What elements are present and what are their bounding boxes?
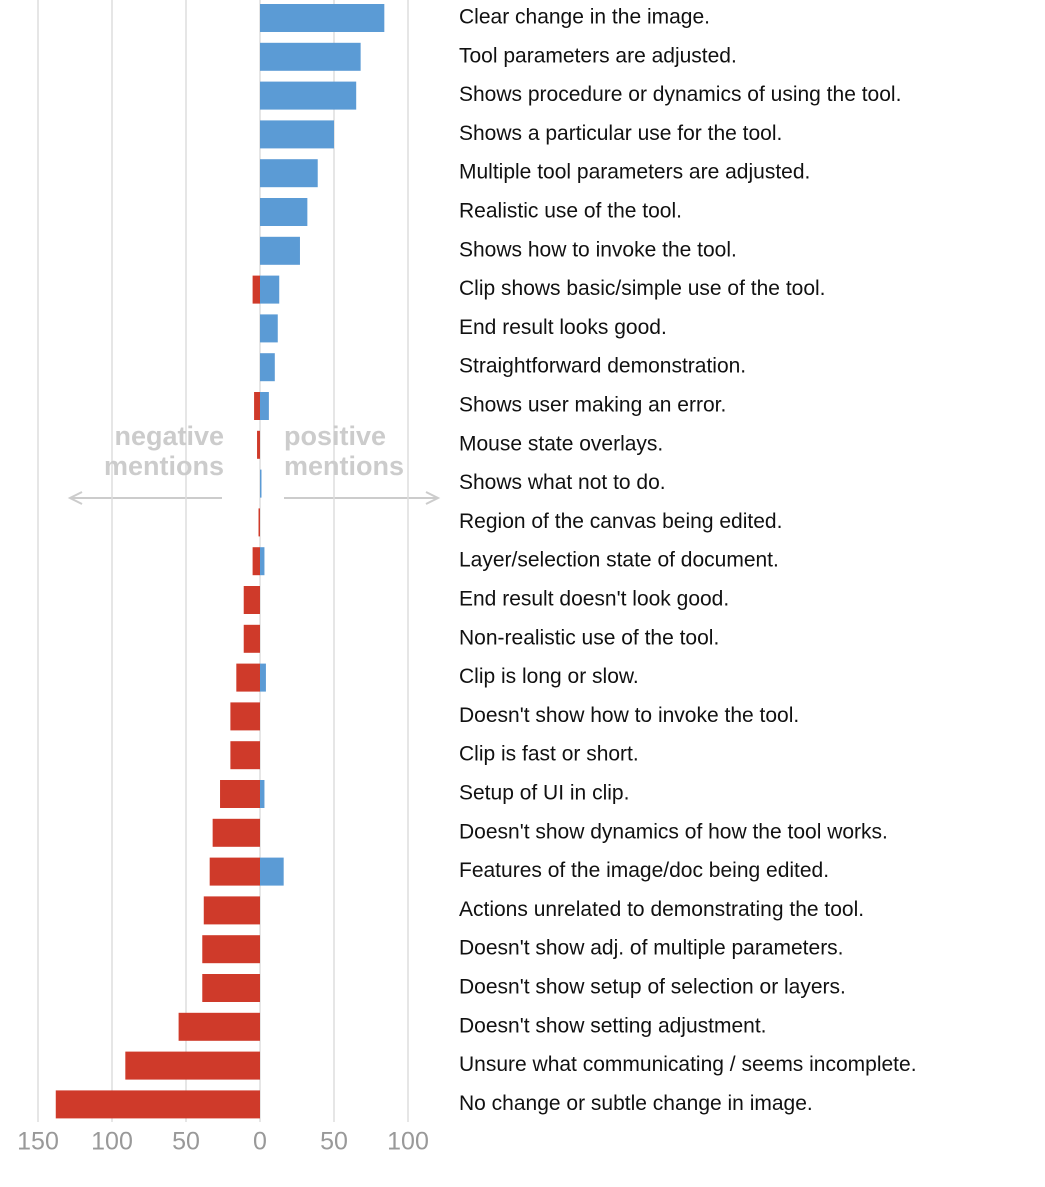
category-label: Doesn't show dynamics of how the tool wo… (459, 820, 888, 843)
category-label: Clear change in the image. (459, 6, 710, 29)
bar (260, 780, 265, 808)
x-tick-label: 100 (387, 1128, 429, 1156)
bar (212, 818, 260, 847)
annotation: mentions (104, 451, 224, 481)
bar (203, 896, 260, 925)
category-label: Shows procedure or dynamics of using the… (459, 83, 901, 106)
category-label: Actions unrelated to demonstrating the t… (459, 898, 864, 921)
bar (260, 547, 265, 576)
category-label: Setup of UI in clip. (459, 782, 629, 805)
category-label: End result looks good. (459, 316, 667, 339)
bar (209, 857, 260, 886)
bar (236, 663, 260, 692)
category-label: Unsure what communicating / seems incomp… (459, 1053, 917, 1076)
category-label: Doesn't show how to invoke the tool. (459, 704, 799, 727)
bar (260, 236, 300, 265)
bar (260, 314, 278, 343)
bar (243, 586, 260, 614)
bar (260, 663, 266, 692)
category-label: Shows a particular use for the tool. (459, 122, 782, 145)
bar (260, 159, 318, 188)
category-label: Clip is fast or short. (459, 743, 639, 766)
x-tick-label: 50 (172, 1128, 200, 1156)
bar (260, 4, 385, 32)
x-tick-label: 100 (91, 1128, 133, 1156)
bar (257, 430, 260, 459)
category-label: Mouse state overlays. (459, 432, 663, 455)
bar (260, 275, 280, 304)
category-label: Multiple tool parameters are adjusted. (459, 161, 810, 184)
category-label: Clip is long or slow. (459, 665, 639, 688)
x-tick-label: 0 (253, 1128, 267, 1156)
bar (260, 198, 308, 226)
bar (252, 275, 260, 304)
category-label: No change or subtle change in image. (459, 1092, 813, 1115)
bar (230, 741, 260, 770)
bar (125, 1051, 260, 1080)
bar (254, 392, 260, 420)
bar (220, 780, 260, 808)
bar (260, 42, 361, 71)
category-label: Shows user making an error. (459, 394, 726, 417)
bar (260, 392, 269, 420)
category-label: Doesn't show setup of selection or layer… (459, 976, 846, 999)
category-label: Shows how to invoke the tool. (459, 238, 737, 261)
category-label: Non-realistic use of the tool. (459, 626, 719, 649)
bar (202, 935, 260, 964)
bar (252, 547, 260, 576)
category-label: Layer/selection state of document. (459, 549, 779, 572)
bar (260, 120, 334, 149)
bar (202, 974, 260, 1002)
bar (260, 857, 284, 886)
category-label: Features of the image/doc being edited. (459, 859, 829, 882)
bar (260, 81, 357, 110)
bar (230, 702, 260, 731)
category-label: Realistic use of the tool. (459, 200, 682, 223)
annotation: negative (114, 421, 224, 451)
category-label: End result doesn't look good. (459, 588, 729, 611)
annotation: mentions (284, 451, 404, 481)
bar (178, 1012, 260, 1041)
bar (260, 469, 262, 498)
category-label: Doesn't show setting adjustment. (459, 1014, 767, 1037)
category-label: Region of the canvas being edited. (459, 510, 782, 533)
category-label: Doesn't show adj. of multiple parameters… (459, 937, 844, 960)
bar (243, 624, 260, 653)
category-label: Tool parameters are adjusted. (459, 44, 737, 67)
category-label: Shows what not to do. (459, 471, 666, 494)
x-tick-label: 150 (17, 1128, 59, 1156)
bar (260, 353, 275, 382)
annotation: positive (284, 421, 386, 451)
arrows (67, 491, 441, 505)
bar (258, 508, 260, 537)
bar (55, 1090, 261, 1119)
category-label: Straightforward demonstration. (459, 355, 746, 378)
category-label: Clip shows basic/simple use of the tool. (459, 277, 826, 300)
x-tick-label: 50 (320, 1128, 348, 1156)
